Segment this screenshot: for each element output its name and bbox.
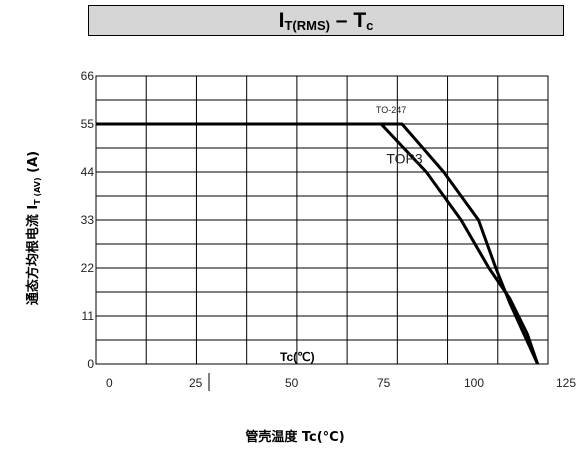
- grid: [96, 76, 548, 364]
- x-tick-label: 50: [285, 376, 299, 390]
- annotation-to247: TO-247: [376, 105, 406, 115]
- x-tick-label: 25: [189, 376, 203, 390]
- y-axis-label: 通态方均根电流 IT (AV) (A): [25, 151, 42, 305]
- x-tick-label: 75: [377, 376, 391, 390]
- x-tick-label: 100: [464, 376, 484, 390]
- y-tick-label: 11: [82, 309, 95, 323]
- inner-x-axis-label: Tc(℃): [280, 350, 315, 364]
- annotation-top3: TOP3: [386, 150, 423, 166]
- y-tick-label: 66: [81, 69, 95, 83]
- y-tick-label: 33: [81, 213, 95, 227]
- x-tick-label: 0: [106, 376, 113, 390]
- x-axis-label: 管壳温度 Tc(°C): [245, 429, 344, 445]
- x-tick-label: 125: [556, 376, 576, 390]
- y-tick-label: 55: [81, 117, 95, 131]
- y-tick-label: 0: [87, 357, 94, 371]
- y-tick-label: 22: [81, 261, 95, 275]
- y-tick-label: 44: [81, 165, 95, 179]
